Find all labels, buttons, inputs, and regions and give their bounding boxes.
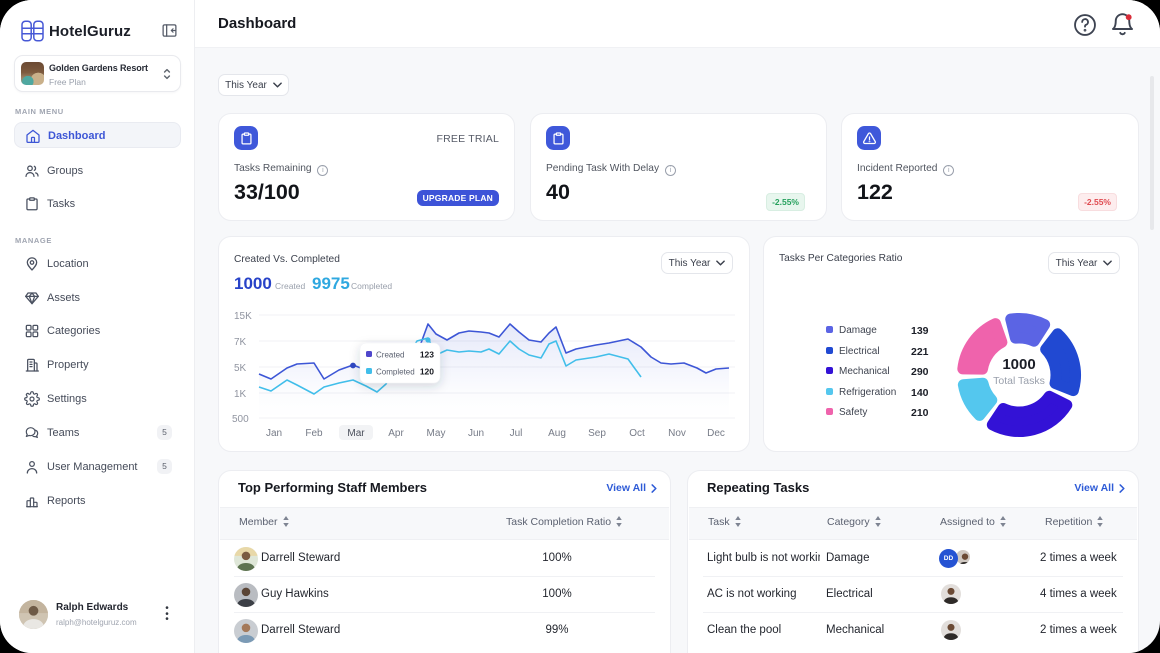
svg-text:Jun: Jun: [468, 428, 484, 439]
svg-text:5K: 5K: [234, 363, 247, 374]
svg-text:123: 123: [420, 350, 434, 360]
svg-text:7K: 7K: [234, 337, 247, 348]
svg-text:Aug: Aug: [548, 428, 566, 439]
svg-text:Apr: Apr: [388, 428, 404, 439]
svg-text:Feb: Feb: [305, 428, 323, 439]
svg-text:Completed: Completed: [376, 368, 415, 377]
svg-text:1K: 1K: [234, 389, 247, 400]
svg-text:Dec: Dec: [707, 428, 725, 439]
svg-text:Oct: Oct: [629, 428, 645, 439]
svg-text:Nov: Nov: [668, 428, 686, 439]
svg-text:Jan: Jan: [266, 428, 282, 439]
svg-text:Mar: Mar: [347, 428, 365, 439]
svg-text:120: 120: [420, 367, 434, 377]
svg-text:Created: Created: [376, 351, 404, 360]
svg-text:Sep: Sep: [588, 428, 606, 439]
svg-text:Jul: Jul: [510, 428, 523, 439]
svg-text:500: 500: [232, 414, 249, 425]
svg-text:May: May: [427, 428, 446, 439]
svg-text:15K: 15K: [234, 311, 252, 322]
